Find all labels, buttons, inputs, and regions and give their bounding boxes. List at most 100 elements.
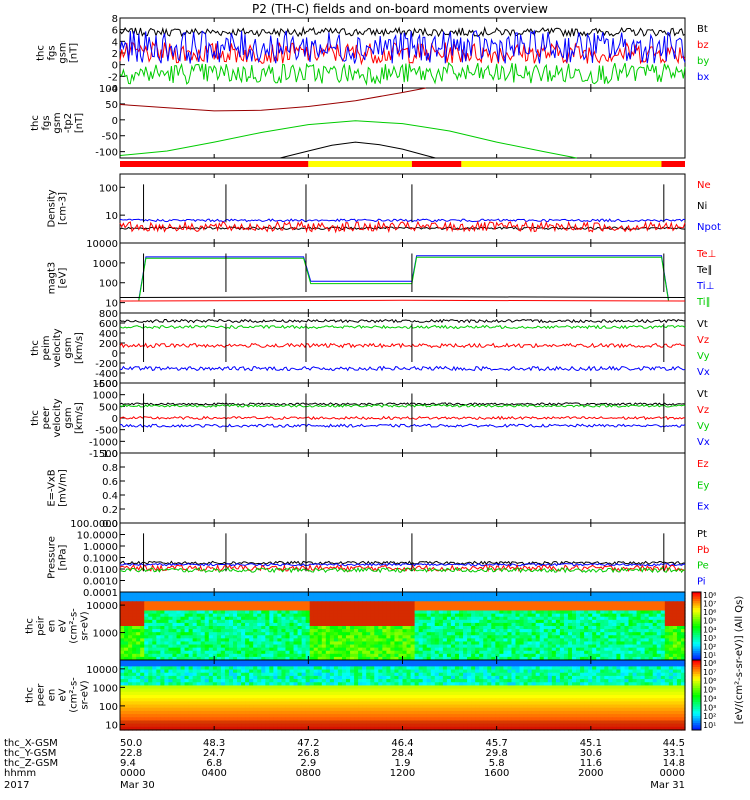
- y-tick-label: -400: [95, 369, 118, 380]
- spectrogram-cell: [136, 598, 141, 602]
- spectrogram-cell: [539, 653, 545, 658]
- spectrogram-cell: [168, 616, 174, 621]
- spectrogram-cell: [289, 613, 295, 618]
- spectrogram-cell: [168, 682, 174, 687]
- spectrogram-cell: [386, 647, 391, 652]
- spectrogram-cell: [446, 595, 452, 599]
- spectrogram-cell: [612, 682, 617, 687]
- spectrogram-cell: [305, 650, 311, 655]
- spectrogram-cell: [285, 629, 291, 633]
- spectrogram-cell: [459, 638, 464, 643]
- spectrogram-cell: [366, 672, 371, 677]
- spectrogram-cell: [450, 675, 456, 680]
- spectrogram-cell: [487, 660, 492, 664]
- spectrogram-cell: [454, 604, 460, 609]
- spectrogram-cell: [216, 607, 222, 612]
- spectrogram-cell: [168, 660, 174, 664]
- spectrogram-cell: [479, 656, 484, 661]
- spectrogram-cell: [354, 675, 359, 680]
- spectrogram-cell: [600, 650, 605, 655]
- spectrogram-cell: [430, 675, 436, 680]
- spectrogram-cell: [152, 638, 157, 643]
- spectrogram-cell: [350, 595, 355, 599]
- spectrogram-cell: [144, 613, 149, 618]
- spectrogram-cell: [527, 604, 533, 609]
- spectrogram-cell: [386, 613, 391, 618]
- spectrogram-cell: [382, 672, 387, 677]
- spectrogram-cell: [499, 685, 504, 690]
- series-line: [119, 226, 686, 231]
- spectrogram-cell: [406, 632, 412, 636]
- spectrogram-cell: [656, 660, 662, 664]
- spectrogram-cell: [576, 691, 581, 696]
- spectrogram-cell: [406, 610, 412, 615]
- spectrogram-cell: [354, 598, 359, 602]
- spectrogram-cell: [176, 647, 182, 652]
- spectrogram-cell: [612, 669, 617, 674]
- spectrogram-cell: [410, 626, 416, 630]
- spectrogram-cell: [668, 601, 674, 605]
- spectrogram-cell: [676, 638, 682, 643]
- spectrogram-cell: [208, 601, 214, 605]
- spectrogram-cell: [341, 641, 347, 646]
- spectrogram-cell: [333, 616, 339, 621]
- spectrogram-cell: [333, 610, 339, 615]
- spectrogram-cell: [394, 679, 400, 683]
- spectrogram-cell: [555, 691, 561, 696]
- spectrogram-cell: [620, 635, 626, 639]
- spectrogram-cell: [350, 622, 355, 627]
- spectrogram-cell: [196, 601, 202, 605]
- spectrogram-cell: [491, 663, 496, 667]
- spectrogram-cell: [261, 595, 266, 599]
- spectrogram-cell: [426, 682, 432, 687]
- spectrogram-cell: [499, 598, 504, 602]
- spectrogram-cell: [495, 663, 500, 667]
- spectrogram-cell: [648, 622, 654, 627]
- spectrogram-cell: [559, 598, 565, 602]
- spectrogram-cell: [438, 635, 444, 639]
- spectrogram-cell: [438, 653, 444, 658]
- spectrogram-cell: [511, 688, 517, 693]
- spectrogram-cell: [253, 598, 258, 602]
- spectrogram-cell: [636, 653, 642, 658]
- spectrogram-cell: [660, 688, 666, 693]
- y-axis-label: fgs: [47, 45, 58, 60]
- spectrogram-cell: [422, 663, 428, 667]
- spectrogram-cell: [604, 641, 609, 646]
- spectrogram-cell: [269, 598, 274, 602]
- spectrogram-cell: [148, 641, 153, 646]
- spectrogram-cell: [624, 672, 630, 677]
- spectrogram-cell: [620, 629, 626, 633]
- spectrogram-cell: [523, 656, 529, 661]
- spectrogram-cell: [160, 679, 165, 683]
- spectrogram-cell: [519, 610, 525, 615]
- spectrogram-cell: [632, 619, 638, 624]
- spectrogram-cell: [660, 619, 666, 624]
- spectrogram-cell: [664, 682, 670, 687]
- spectrogram-cell: [277, 679, 283, 683]
- spectrogram-cell: [184, 610, 190, 615]
- spectrogram-cell: [543, 629, 549, 633]
- spectrogram-cell: [249, 607, 254, 612]
- spectrogram-cell: [547, 682, 553, 687]
- spectrogram-cell: [313, 638, 319, 643]
- spectrogram-cell: [636, 619, 642, 624]
- spectrogram-cell: [156, 647, 161, 652]
- spectrogram-cell: [341, 647, 347, 652]
- spectrogram-cell: [479, 632, 484, 636]
- spectrogram-cell: [265, 604, 270, 609]
- spectrogram-cell: [220, 622, 226, 627]
- spectrogram-cell: [410, 682, 416, 687]
- spectrogram-cell: [128, 619, 133, 624]
- spectrogram-cell: [491, 595, 496, 599]
- spectrogram-cell: [406, 595, 412, 599]
- spectrogram-cell: [325, 638, 331, 643]
- spectrogram-cell: [281, 601, 287, 605]
- spectrogram-cell: [354, 622, 359, 627]
- spectrogram-cell: [676, 682, 682, 687]
- spectrogram-cell: [224, 663, 230, 667]
- spectrogram-cell: [249, 638, 254, 643]
- spectrogram-cell: [616, 688, 622, 693]
- spectrogram-cell: [160, 592, 165, 596]
- spectrogram-cell: [539, 679, 545, 683]
